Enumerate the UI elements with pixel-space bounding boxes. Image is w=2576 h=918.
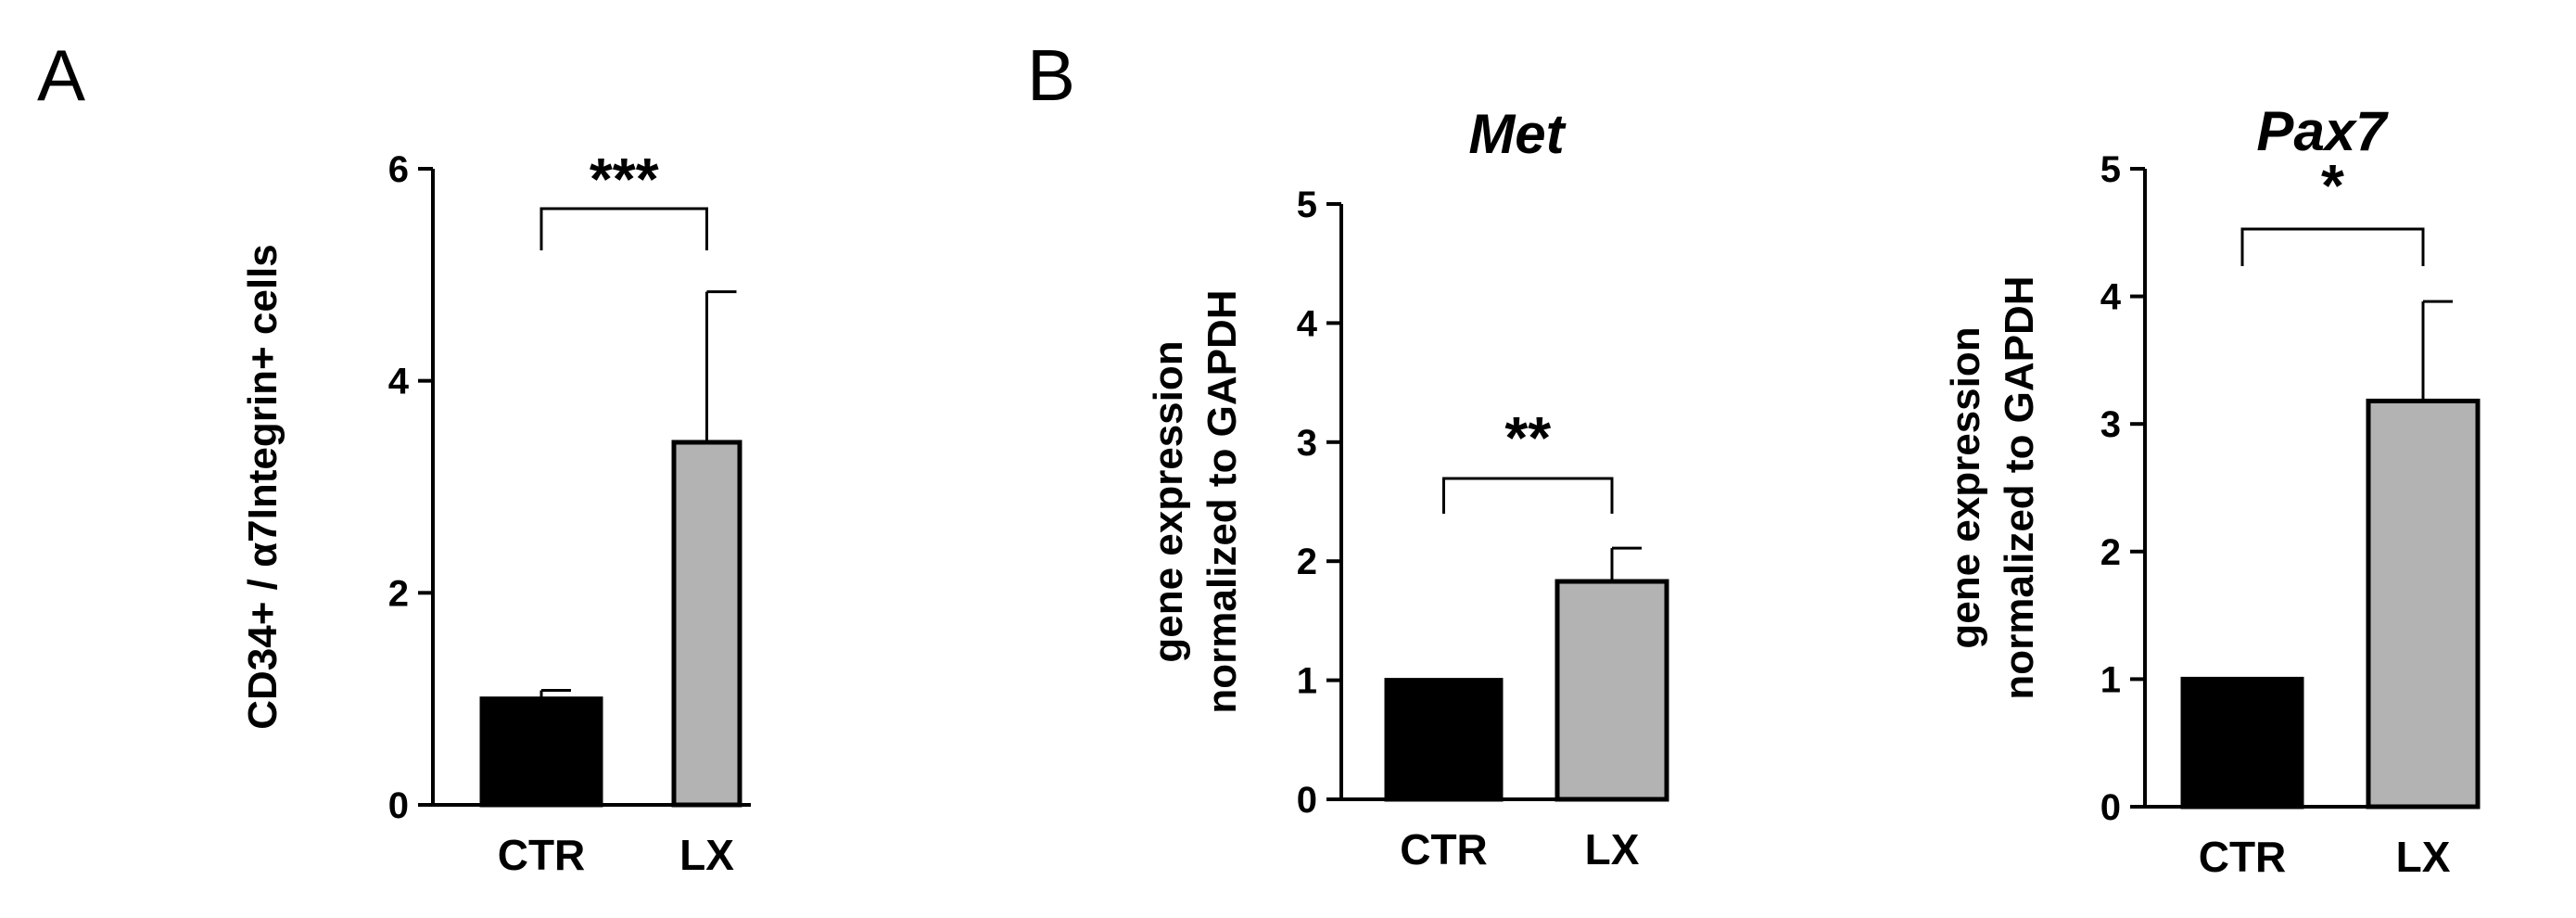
y-tick-label: 4: [388, 362, 410, 402]
y-tick-label: 1: [1297, 661, 1317, 702]
y-tick-label: 3: [1297, 423, 1317, 464]
y-tick-label: 2: [388, 573, 409, 614]
x-category-label: LX: [1585, 825, 1640, 873]
x-category-label: LX: [679, 831, 734, 879]
significance-label: *: [2321, 152, 2344, 219]
significance-bracket: [1442, 477, 1614, 514]
x-category-label: CTR: [1400, 825, 1488, 873]
x-category-label: CTR: [2199, 833, 2287, 881]
bar-ctr: [2180, 676, 2304, 810]
y-axis-label-line: normalized to GAPDH: [1199, 289, 1245, 713]
significance-label: ***: [590, 146, 659, 212]
panel-letter-b: B: [1027, 34, 1075, 116]
x-category-label: CTR: [498, 831, 586, 879]
y-axis-label-line: normalized to GAPDH: [1997, 275, 2042, 699]
significance-bracket: [539, 207, 708, 250]
chart-met: Met gene expression normalized to GAPDH 0 1 2…: [1146, 103, 1669, 873]
y-tick-label: 2: [1297, 542, 1317, 582]
chart-cd34-integrin: CD34+ / α7Integrin+ cells 0 2 4 6 CTR LX ***: [240, 146, 751, 879]
y-axis-label-line: gene expression: [1146, 340, 1191, 662]
y-axis-label-group: gene expression normalized to GAPDH: [1943, 275, 2042, 699]
y-axis-label-group: CD34+ / α7Integrin+ cells: [240, 244, 286, 730]
bar-lx: [1554, 579, 1669, 802]
y-tick-label: 0: [2100, 787, 2121, 828]
y-tick-label: 1: [2100, 659, 2121, 700]
y-tick-label: 5: [1297, 185, 1317, 225]
y-axis-label-line: gene expression: [1943, 326, 1988, 648]
y-tick-label: 3: [2100, 404, 2121, 445]
y-tick-label: 4: [1297, 303, 1318, 344]
significance-bracket: [2240, 227, 2425, 266]
bar-ctr: [1384, 678, 1504, 802]
x-category-label: LX: [2396, 833, 2451, 881]
y-tick-label: 6: [388, 149, 409, 190]
chart-title: Pax7: [2256, 100, 2389, 162]
y-axis-label: CD34+ / α7Integrin+ cells: [240, 244, 286, 730]
bar-ctr: [479, 696, 603, 808]
y-tick-label: 5: [2100, 149, 2121, 190]
chart-title: Met: [1468, 103, 1567, 165]
bar-lx: [671, 440, 742, 808]
y-tick-label: 2: [2100, 532, 2121, 573]
y-tick-label: 0: [388, 785, 409, 826]
panel-letter-a: A: [37, 34, 85, 116]
significance-label: **: [1504, 404, 1551, 471]
chart-pax7: Pax7 gene expression normalized to GAPDH 0 1…: [1943, 100, 2481, 881]
y-axis-label-group: gene expression normalized to GAPDH: [1146, 289, 1245, 713]
y-tick-label: 0: [1297, 780, 1317, 821]
y-tick-label: 4: [2100, 277, 2122, 318]
bar-lx: [2366, 398, 2481, 810]
